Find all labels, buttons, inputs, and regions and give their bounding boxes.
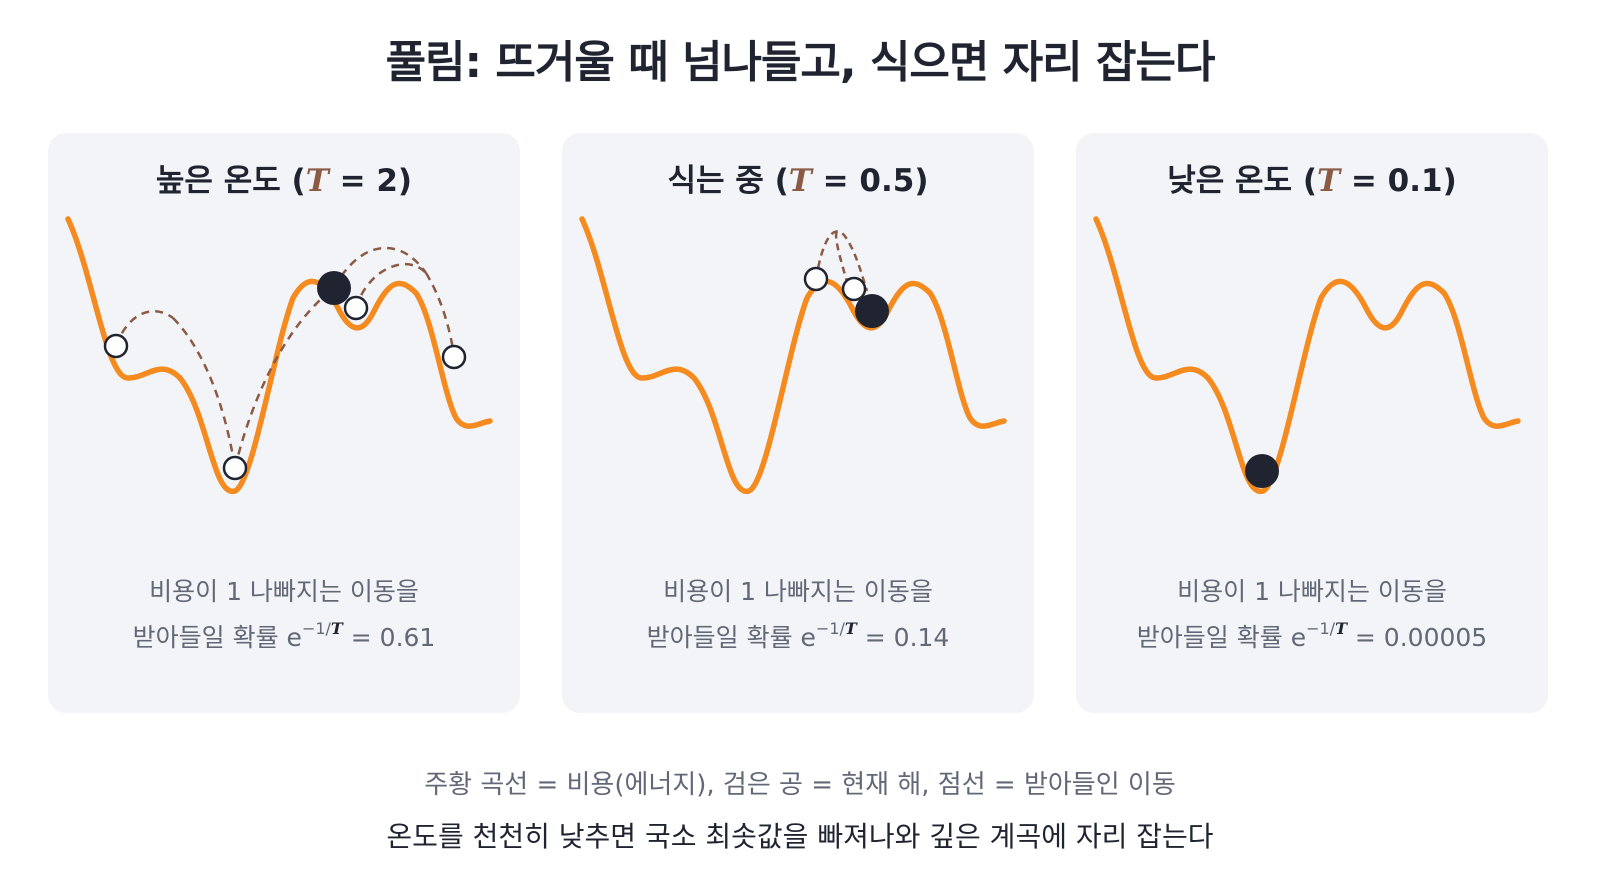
energy-curve — [65, 216, 493, 494]
panel-title: 식는 중 (T = 0.5) — [667, 163, 929, 199]
panel-title: 낮은 온도 (T = 0.1) — [1167, 163, 1457, 199]
page-title: 풀림: 뜨거울 때 넘나들고, 식으면 자리 잡는다 — [385, 37, 1216, 88]
accepted-move-path — [172, 317, 237, 469]
current-ball — [317, 271, 351, 305]
panel-high-temperature: 높은 온도 (T = 2) 비용이 1 나빠지는 이동을 받아들일 확률 e−1… — [48, 133, 520, 713]
energy-landscape-diagram — [579, 216, 1007, 494]
panel-title: 높은 온도 (T = 2) — [155, 163, 413, 199]
candidate-ball — [222, 455, 248, 481]
energy-landscape-diagram — [65, 216, 493, 494]
candidate-ball — [343, 295, 369, 321]
current-ball — [855, 294, 889, 328]
acceptance-caption: 비용이 1 나빠지는 이동을 받아들일 확률 e−1/T = 0.61 — [132, 577, 436, 652]
temperature-symbol: T — [1317, 163, 1341, 199]
candidate-ball — [841, 276, 867, 302]
acceptance-caption: 비용이 1 나빠지는 이동을 받아들일 확률 e−1/T = 0.00005 — [1136, 577, 1488, 652]
acceptance-caption: 비용이 1 나빠지는 이동을 받아들일 확률 e−1/T = 0.14 — [646, 577, 950, 652]
energy-landscape-diagram — [1093, 216, 1521, 494]
panel-cooling: 식는 중 (T = 0.5) 비용이 1 나빠지는 이동을 받아들일 확률 e−… — [562, 133, 1034, 713]
accepted-move-path — [233, 287, 335, 469]
panel-low-temperature: 낮은 온도 (T = 0.1) 비용이 1 나빠지는 이동을 받아들일 확률 e… — [1076, 133, 1548, 713]
candidate-ball — [441, 344, 467, 370]
energy-curve — [579, 216, 1007, 494]
legend-text: 주황 곡선 = 비용(에너지), 검은 공 = 현재 해, 점선 = 받아들인 … — [424, 770, 1176, 800]
energy-curve — [1093, 216, 1521, 494]
accepted-move-path — [424, 272, 456, 356]
accepted-move-path — [814, 230, 869, 292]
candidate-ball — [803, 266, 829, 292]
current-ball — [1245, 454, 1279, 488]
temperature-symbol: T — [305, 163, 329, 199]
accepted-move-path — [354, 262, 427, 309]
temperature-symbol: T — [788, 163, 812, 199]
candidate-ball — [103, 333, 129, 359]
footer-summary: 온도를 천천히 낮추면 국소 최솟값을 빠져나와 깊은 계곡에 자리 잡는다 — [386, 820, 1214, 853]
